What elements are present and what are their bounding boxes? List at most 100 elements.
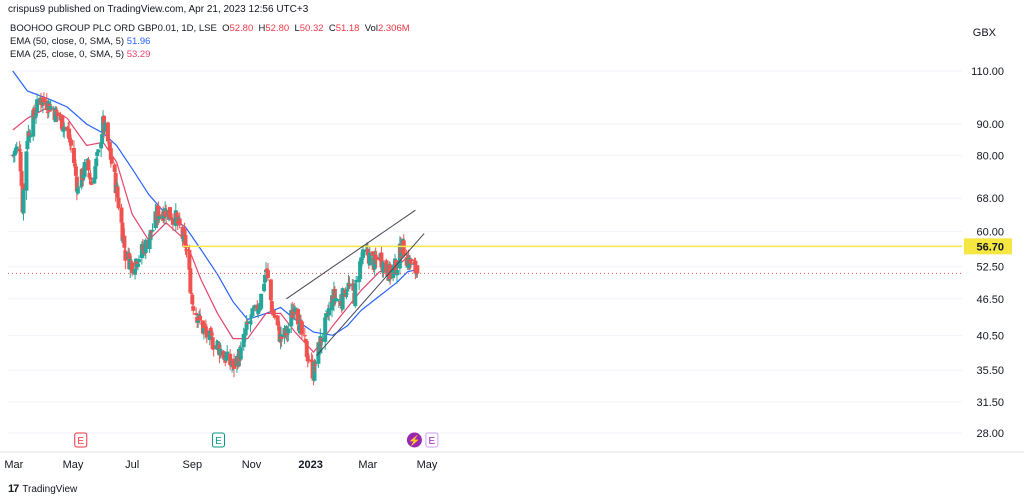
candle-down (41, 92, 46, 107)
candle-up (14, 141, 19, 155)
candle-down (18, 144, 23, 173)
tradingview-brand[interactable]: 17 TradingView (8, 483, 77, 495)
candle-down (245, 319, 250, 325)
candle-down (168, 211, 173, 221)
svg-text:E: E (215, 436, 222, 447)
earnings-future-marker[interactable]: E (425, 432, 439, 448)
candle-down (55, 112, 60, 123)
candle-up (136, 255, 141, 267)
ema50-legend[interactable]: EMA (50, close, 0, SMA, 5) 51.96 (10, 36, 151, 47)
time-tick-label: 2023 (298, 459, 322, 471)
candle-down (164, 204, 169, 225)
candle-down (115, 182, 120, 201)
event-markers[interactable]: E E ⚡ E (74, 432, 439, 448)
candle-down (208, 325, 213, 332)
candle-up (135, 263, 140, 271)
candle-up (320, 332, 325, 346)
ema25-legend[interactable]: EMA (25, close, 0, SMA, 5) 53.29 (10, 49, 151, 60)
candle-up (293, 305, 298, 320)
candle-up (157, 215, 162, 224)
candle-up (96, 149, 101, 155)
wedge-trendline (316, 233, 425, 357)
candle-down (170, 213, 175, 231)
candle-down (347, 276, 352, 290)
candle-up (48, 99, 53, 112)
candle-up (327, 301, 332, 322)
open-value: 52.80 (229, 23, 254, 34)
candle-down (116, 192, 121, 211)
candle-up (340, 287, 345, 311)
tradingview-logo-icon: 17 (8, 483, 19, 495)
candle-up (353, 282, 358, 308)
candle-down (156, 201, 161, 226)
candle-down (109, 154, 114, 165)
candle-up (252, 304, 257, 312)
candle-down (374, 250, 379, 268)
symbol-legend[interactable]: BOOHOO GROUP PLC ORD GBP0.01, 1D, LSE O5… (10, 23, 410, 34)
candle-up (323, 313, 328, 350)
ema25-value: 53.29 (126, 49, 151, 60)
candle-down (194, 307, 199, 317)
candle-down (119, 203, 124, 224)
candle-down (302, 327, 307, 342)
price-tick-label: 46.50 (976, 294, 1004, 306)
candle-up (324, 312, 329, 325)
price-axis[interactable]: 110.00 90.00 80.00 68.00 60.00 52.50 46.50 40.5… (964, 66, 1012, 440)
candle-down (190, 292, 195, 306)
candle-down (272, 310, 277, 320)
candle-up (367, 246, 372, 266)
candle-up (244, 315, 249, 334)
candle-up (248, 316, 253, 333)
candle-up (133, 264, 138, 280)
close-value: 51.18 (335, 23, 360, 34)
candle-down (198, 308, 203, 325)
ema50-line (12, 70, 418, 336)
candle-down (313, 359, 318, 373)
candle-down (279, 335, 284, 347)
candle-down (299, 319, 304, 340)
candle-down (211, 340, 216, 357)
candle-down (228, 349, 233, 371)
candle-up (103, 120, 107, 135)
drawings (8, 209, 962, 357)
candle-up (143, 238, 148, 260)
low-value: 50.32 (299, 23, 324, 34)
candle-up (150, 223, 155, 232)
wedge-trendline (286, 209, 416, 300)
time-tick-label: May (63, 459, 84, 471)
candle-down (88, 169, 93, 181)
candle-up (250, 307, 255, 317)
candle-up (361, 245, 366, 265)
candle-up (139, 241, 144, 265)
time-axis[interactable]: Mar May Jul Sep Nov 2023 Mar May (0, 451, 1024, 471)
candle-up (346, 274, 351, 291)
candle-down (210, 330, 215, 351)
price-tick-label: 52.50 (976, 262, 1004, 274)
candle-down (204, 324, 209, 344)
candle-up (21, 188, 26, 221)
ema50-value: 51.96 (126, 36, 151, 47)
time-tick-label: May (417, 459, 438, 471)
time-tick-label: Mar (4, 459, 23, 471)
candle-up (62, 122, 67, 139)
volume-value: 2.306M (377, 23, 410, 34)
candlesticks (10, 92, 420, 386)
candle-down (184, 242, 189, 258)
candle-up (196, 320, 201, 328)
svg-text:E: E (77, 436, 84, 447)
candle-down (191, 303, 196, 316)
price-tick-label: 68.00 (976, 193, 1004, 205)
candle-up (218, 342, 223, 359)
candle-up (100, 131, 105, 146)
candle-up (263, 272, 268, 292)
earnings-marker[interactable]: E (74, 432, 88, 448)
price-tick-label: 35.50 (976, 365, 1004, 377)
resistance-price-tag: 56.70 (964, 238, 1012, 255)
dividend-marker[interactable]: E (211, 432, 225, 448)
candle-down (408, 258, 413, 270)
candle-down (89, 177, 94, 186)
candle-up (28, 129, 33, 144)
split-marker[interactable]: ⚡ (406, 432, 422, 448)
candle-up (344, 288, 349, 300)
